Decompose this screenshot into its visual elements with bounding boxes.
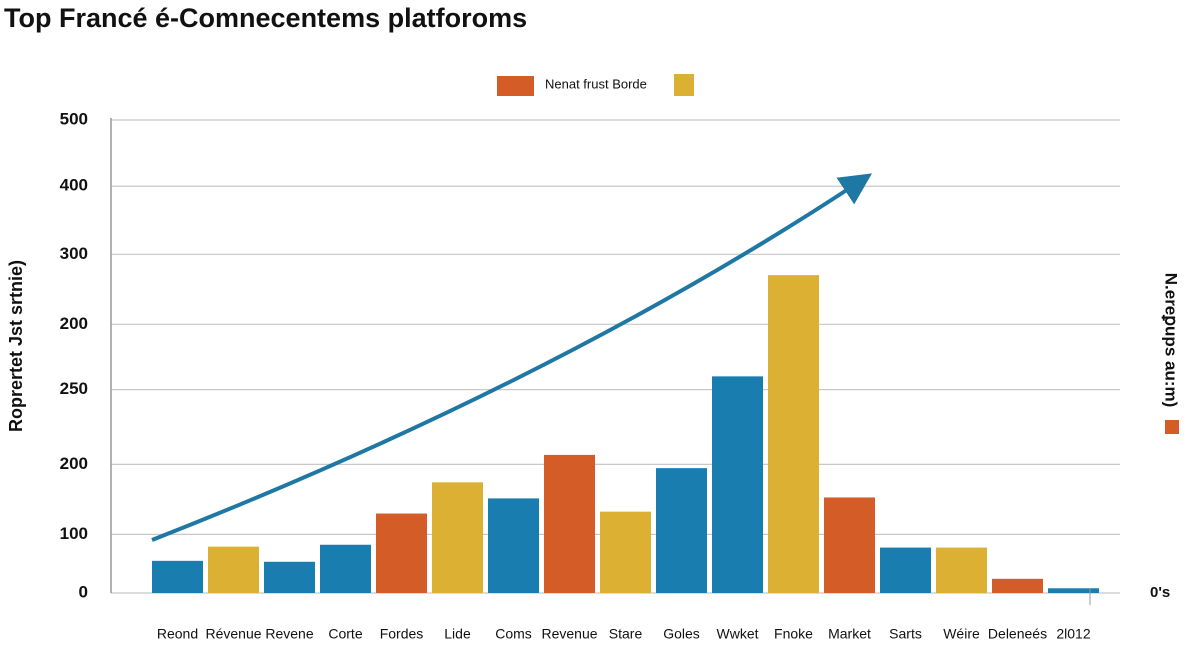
legend-swatch [674,74,694,96]
trend-arrow [151,173,873,542]
y2-note: 0's [1150,584,1170,601]
y-tick-label: 0 [79,582,88,601]
x-tick-label: Révenue [205,626,261,642]
y-tick-label: 100 [60,524,88,543]
x-tick-label: 2l012 [1056,626,1090,642]
x-tick-label: Lide [444,626,471,642]
plot [111,119,1120,594]
bar [824,497,875,593]
y-axis-label: Roprertet Jst srtnie) [6,260,26,432]
bar [992,578,1043,593]
legend-swatch [497,76,534,96]
x-tick-label: Wéire [943,626,980,642]
y-tick-label: 200 [60,454,88,473]
bar [432,482,483,593]
x-tick-label: Corte [328,626,362,642]
bar [712,376,763,593]
y-tick-label: 500 [60,109,88,128]
x-tick-label: Coms [495,626,532,642]
x-tick-label: Sarts [889,626,922,642]
x-tick-label: Stare [609,626,643,642]
bar [936,547,987,593]
bar [656,468,707,593]
x-tick-label: Revene [265,626,313,642]
y-tick-label: 200 [60,314,88,333]
x-tick-label: Revenue [541,626,597,642]
x-tick-label: Fnoke [774,626,813,642]
x-tick-label: Market [828,626,871,642]
x-tick-label: Wwket [717,626,759,642]
y2-axis-label: N.ereꝑups au:m) [1162,273,1181,408]
y-tick-label: 400 [60,176,88,195]
x-tick-label: Deleneés [988,626,1047,642]
legend-label: Nenat frust Borde [545,76,647,91]
bar [768,275,819,593]
bar [488,498,539,593]
bar [208,546,259,593]
chart-title: Top Francé é-Comnecentems platforoms [4,3,527,33]
bar [600,511,651,593]
bar [152,560,203,593]
y-tick-label: 300 [60,244,88,263]
bar [320,544,371,593]
x-tick-label: Goles [663,626,700,642]
x-tick-label: Reond [157,626,198,642]
x-tick-label: Fordes [380,626,424,642]
bar [264,561,315,593]
bar [880,547,931,593]
y2-marker [1165,420,1179,434]
y-tick-label: 250 [60,379,88,398]
bar [1048,588,1099,593]
bar [544,454,595,593]
bar [376,513,427,593]
